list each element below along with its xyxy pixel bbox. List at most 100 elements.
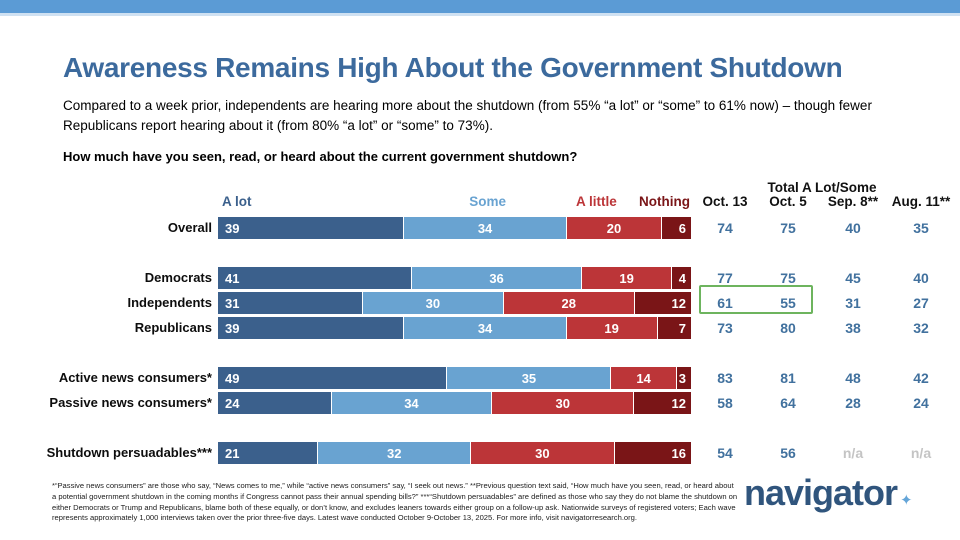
- totals-active-news-consumers: 83 81 48 42: [691, 367, 953, 389]
- navigator-logo: navigator ✦: [744, 472, 913, 514]
- bar-segment-nothing: 7: [657, 317, 691, 339]
- totals-shutdown-persuadables: 54 56 n/a n/a: [691, 442, 953, 464]
- totals-overall: 74 75 40 35: [691, 217, 953, 239]
- bar-segment-a-lot: 31: [218, 292, 364, 314]
- bar-segment-a-little: 28: [503, 292, 635, 314]
- row-label-overall: Overall: [167, 220, 212, 235]
- column-header-aug-11: Aug. 11**: [891, 194, 951, 209]
- bar-row-democrats: Democrats 41 36 19 4 77 75 45 40: [0, 267, 960, 289]
- bar-segment-a-lot: 21: [218, 442, 319, 464]
- bar-row-active-news-consumers: Active news consumers* 49 35 14 3 83 81 48 42: [0, 367, 960, 389]
- bar-segment-nothing: 12: [634, 292, 691, 314]
- bar-segment-nothing: 4: [672, 267, 691, 289]
- total-value-oct-13: 61: [717, 295, 733, 311]
- row-label-independents: Independents: [127, 295, 212, 310]
- column-header-oct-5: Oct. 5: [769, 194, 807, 209]
- total-value-aug-11: 35: [913, 220, 929, 236]
- total-value-aug-11: 32: [913, 320, 929, 336]
- bar-segment-a-little: 19: [566, 317, 658, 339]
- legend-a-lot: A lot: [222, 194, 252, 209]
- total-value-oct-13: 54: [717, 445, 733, 461]
- independents-highlight-box: [699, 285, 813, 314]
- subtitle-text: Compared to a week prior, independents a…: [63, 98, 872, 133]
- row-label-republicans: Republicans: [134, 320, 212, 335]
- bar-row-passive-news-consumers: Passive news consumers* 24 34 30 12 58 64 28 24: [0, 392, 960, 414]
- bar-segment-a-lot: 49: [218, 367, 448, 389]
- total-value-aug-11: 24: [913, 395, 929, 411]
- totals-independents: 61 55 31 27: [691, 292, 953, 314]
- bar-row-shutdown-persuadables: Shutdown persuadables*** 21 32 30 16 54 56 n/a n…: [0, 442, 960, 464]
- bar-segment-a-lot: 39: [218, 317, 405, 339]
- top-accent-strip: [0, 13, 960, 16]
- page-title: Awareness Remains High About the Governm…: [63, 52, 843, 83]
- stacked-bar-chart: A lot Some A little Nothing Total A Lot/…: [0, 180, 960, 470]
- totals-group-header: Total A Lot/Some: [767, 180, 877, 195]
- bar-row-overall: Overall 39 34 20 6 74 75 40 35: [0, 217, 960, 239]
- legend-some: Some: [469, 194, 506, 209]
- total-value-sep-8: 48: [845, 370, 861, 386]
- stacked-bar-democrats: 41 36 19 4: [218, 267, 691, 289]
- total-value-oct-13: 73: [717, 320, 733, 336]
- totals-democrats: 77 75 45 40: [691, 267, 953, 289]
- bar-segment-nothing: 6: [662, 217, 691, 239]
- totals-passive-news-consumers: 58 64 28 24: [691, 392, 953, 414]
- bar-segment-a-little: 30: [492, 392, 635, 414]
- bar-segment-a-little: 14: [611, 367, 677, 389]
- total-value-sep-8: 45: [845, 270, 861, 286]
- total-value-oct-5: 75: [780, 220, 796, 236]
- total-value-oct-13: 74: [717, 220, 733, 236]
- bar-segment-nothing: 3: [676, 367, 691, 389]
- wave-column-headers: Oct. 13 Oct. 5 Sep. 8** Aug. 11**: [691, 194, 953, 209]
- column-header-sep-8: Sep. 8**: [827, 194, 879, 209]
- survey-question: How much have you seen, read, or heard a…: [63, 149, 578, 164]
- bar-segment-a-little: 19: [582, 267, 673, 289]
- total-value-oct-13: 83: [717, 370, 733, 386]
- total-value-sep-8: 31: [845, 295, 861, 311]
- legend-a-little: A little: [576, 194, 617, 209]
- total-value-oct-5: 80: [780, 320, 796, 336]
- legend-nothing: Nothing: [639, 194, 690, 209]
- bar-row-independents: Independents 31 30 28 12 61 55 31 27: [0, 292, 960, 314]
- stacked-bar-overall: 39 34 20 6: [218, 217, 691, 239]
- bar-segment-some: 34: [404, 317, 567, 339]
- row-label-active-news-consumers: Active news consumers*: [58, 370, 212, 385]
- row-label-shutdown-persuadables: Shutdown persuadables***: [46, 445, 212, 460]
- total-value-aug-11: 40: [913, 270, 929, 286]
- total-value-sep-8: 40: [845, 220, 861, 236]
- total-value-oct-5: 81: [780, 370, 796, 386]
- stacked-bar-shutdown-persuadables: 21 32 30 16: [218, 442, 691, 464]
- stacked-bar-republicans: 39 34 19 7: [218, 317, 691, 339]
- bar-segment-a-lot: 41: [218, 267, 412, 289]
- bar-segment-a-lot: 24: [218, 392, 332, 414]
- bar-segment-a-little: 20: [566, 217, 663, 239]
- total-value-sep-8: n/a: [842, 445, 864, 461]
- bar-segment-some: 35: [447, 367, 612, 389]
- bar-row-republicans: Republicans 39 34 19 7 73 80 38 32: [0, 317, 960, 339]
- footnote-text: *“Passive news consumers” are those who …: [52, 481, 738, 523]
- total-value-oct-5: 55: [780, 295, 796, 311]
- row-label-democrats: Democrats: [144, 270, 212, 285]
- total-value-sep-8: 38: [845, 320, 861, 336]
- column-header-oct-13: Oct. 13: [702, 194, 748, 209]
- total-value-oct-13: 58: [717, 395, 733, 411]
- totals-republicans: 73 80 38 32: [691, 317, 953, 339]
- total-value-oct-5: 56: [780, 445, 796, 461]
- bar-segment-some: 34: [331, 392, 493, 414]
- logo-text: navigator: [744, 472, 898, 513]
- total-value-aug-11: 27: [913, 295, 929, 311]
- stacked-bar-passive-news-consumers: 24 34 30 12: [218, 392, 691, 414]
- stacked-bar-independents: 31 30 28 12: [218, 292, 691, 314]
- total-value-sep-8: 28: [845, 395, 861, 411]
- bar-segment-a-lot: 39: [218, 217, 405, 239]
- bar-segment-nothing: 12: [634, 392, 691, 414]
- bar-segment-a-little: 30: [471, 442, 615, 464]
- stacked-bar-active-news-consumers: 49 35 14 3: [218, 367, 691, 389]
- row-label-passive-news-consumers: Passive news consumers*: [49, 395, 212, 410]
- total-value-aug-11: 42: [913, 370, 929, 386]
- total-value-oct-13: 77: [717, 270, 733, 286]
- logo-star-icon: ✦: [900, 492, 913, 509]
- bar-segment-some: 30: [363, 292, 504, 314]
- total-value-oct-5: 64: [780, 395, 796, 411]
- bar-segment-some: 32: [318, 442, 472, 464]
